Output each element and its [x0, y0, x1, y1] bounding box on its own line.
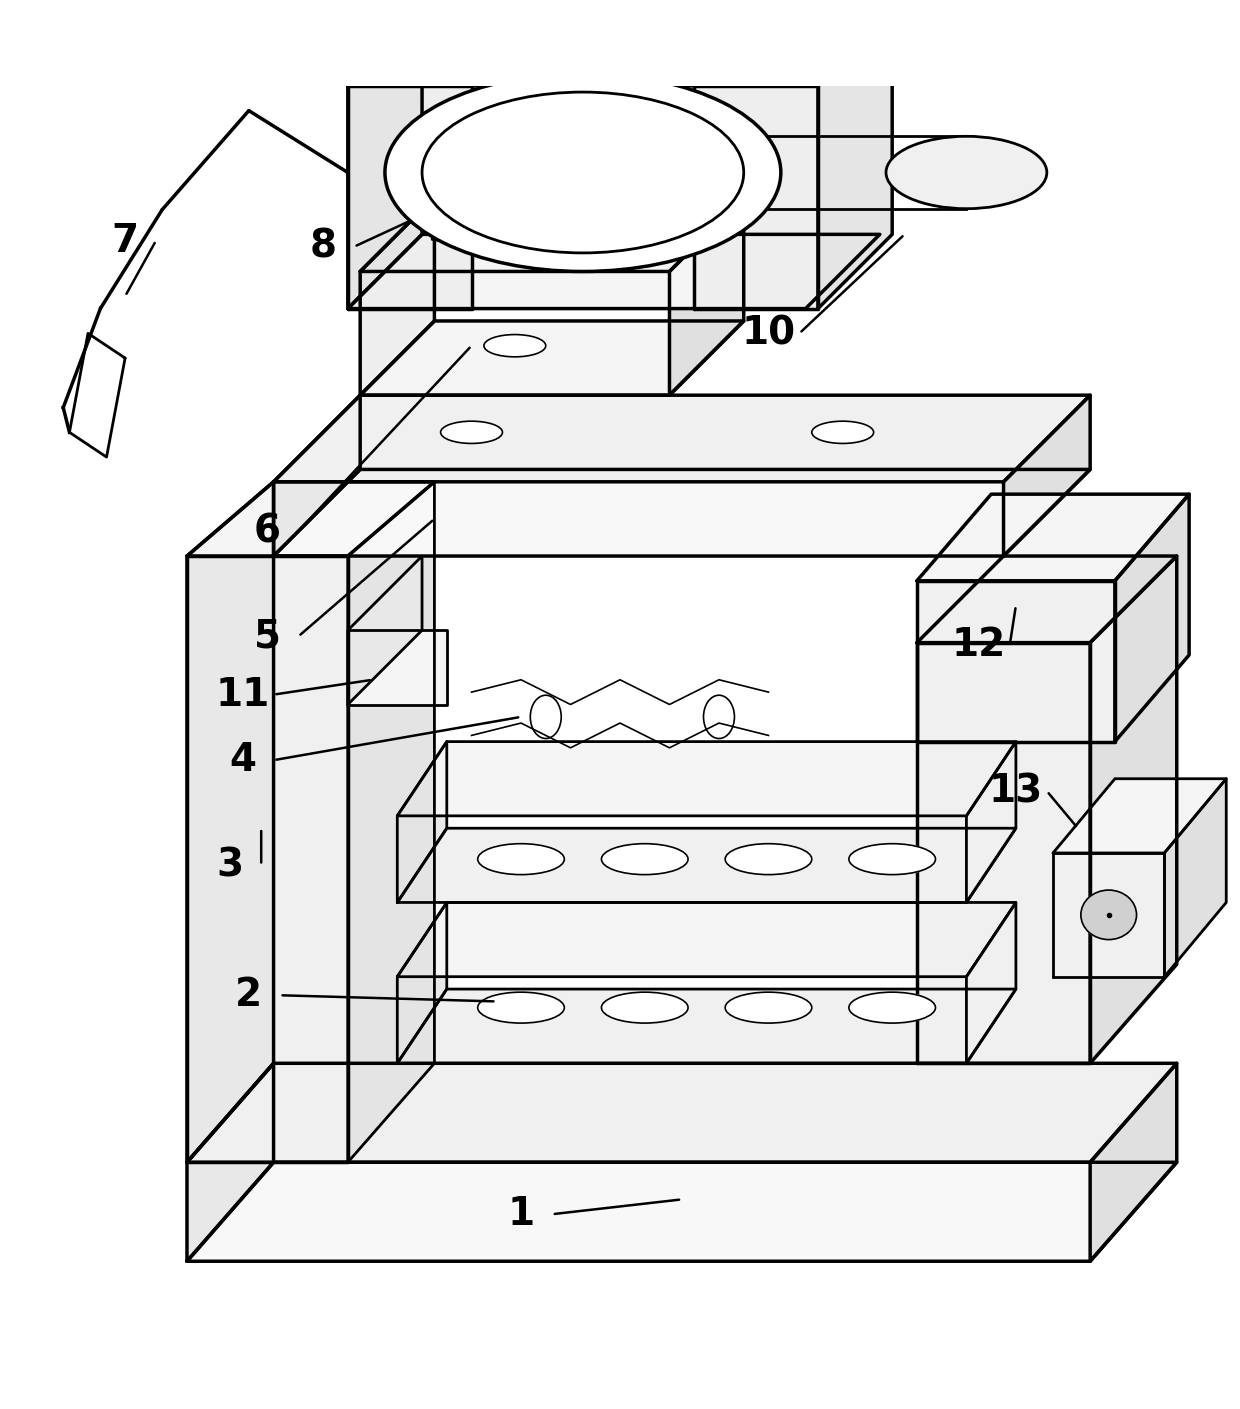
Polygon shape — [360, 321, 744, 395]
Polygon shape — [1164, 779, 1226, 976]
Text: 7: 7 — [112, 221, 139, 259]
Polygon shape — [694, 86, 818, 309]
Polygon shape — [347, 0, 422, 86]
Text: 5: 5 — [254, 617, 281, 655]
Polygon shape — [347, 86, 471, 309]
Polygon shape — [916, 581, 1115, 741]
Polygon shape — [1090, 557, 1177, 1064]
Polygon shape — [347, 630, 446, 704]
Text: 3: 3 — [217, 847, 244, 885]
Polygon shape — [1003, 395, 1090, 557]
Polygon shape — [397, 741, 1016, 816]
Polygon shape — [274, 395, 360, 557]
Polygon shape — [397, 902, 1016, 976]
Ellipse shape — [849, 844, 935, 875]
Polygon shape — [397, 828, 1016, 902]
Ellipse shape — [849, 992, 935, 1023]
Polygon shape — [916, 557, 1177, 643]
Ellipse shape — [725, 844, 812, 875]
Polygon shape — [347, 11, 422, 309]
Polygon shape — [347, 557, 422, 704]
Polygon shape — [670, 197, 744, 395]
Text: 9: 9 — [427, 211, 454, 249]
Polygon shape — [187, 482, 434, 557]
Polygon shape — [187, 482, 274, 1162]
Ellipse shape — [887, 137, 1047, 209]
Polygon shape — [397, 989, 1016, 1064]
Ellipse shape — [812, 421, 874, 444]
Polygon shape — [347, 482, 434, 1162]
Polygon shape — [347, 234, 880, 309]
Ellipse shape — [477, 137, 639, 209]
Polygon shape — [347, 11, 893, 86]
Polygon shape — [1090, 1064, 1177, 1261]
Polygon shape — [1053, 852, 1164, 976]
Ellipse shape — [703, 695, 734, 738]
Ellipse shape — [601, 844, 688, 875]
Ellipse shape — [384, 73, 781, 272]
Text: 8: 8 — [310, 228, 336, 266]
Text: 12: 12 — [951, 626, 1006, 664]
Text: 6: 6 — [254, 513, 281, 551]
Ellipse shape — [601, 992, 688, 1023]
Text: 1: 1 — [507, 1195, 534, 1233]
Polygon shape — [360, 197, 434, 395]
Ellipse shape — [531, 695, 562, 738]
Polygon shape — [1053, 779, 1226, 852]
Polygon shape — [966, 741, 1016, 902]
Text: 11: 11 — [216, 675, 270, 713]
Polygon shape — [69, 334, 125, 457]
Polygon shape — [274, 395, 1090, 482]
Polygon shape — [397, 902, 446, 1064]
Polygon shape — [1115, 495, 1189, 741]
Ellipse shape — [440, 421, 502, 444]
Text: 13: 13 — [988, 772, 1043, 810]
Polygon shape — [187, 1064, 1177, 1162]
Ellipse shape — [484, 334, 546, 356]
Polygon shape — [187, 1162, 1177, 1261]
Polygon shape — [818, 11, 893, 309]
Text: 2: 2 — [236, 976, 263, 1014]
Text: 10: 10 — [742, 314, 796, 352]
Polygon shape — [916, 643, 1090, 1064]
Polygon shape — [360, 197, 744, 272]
Ellipse shape — [725, 992, 812, 1023]
Polygon shape — [397, 741, 446, 902]
Polygon shape — [916, 495, 1189, 581]
Ellipse shape — [477, 844, 564, 875]
Polygon shape — [274, 469, 1090, 557]
Polygon shape — [966, 902, 1016, 1064]
Polygon shape — [187, 557, 347, 1162]
Ellipse shape — [1081, 890, 1137, 940]
Text: 4: 4 — [229, 741, 257, 779]
Ellipse shape — [477, 992, 564, 1023]
Polygon shape — [187, 1064, 274, 1261]
Ellipse shape — [422, 92, 744, 252]
